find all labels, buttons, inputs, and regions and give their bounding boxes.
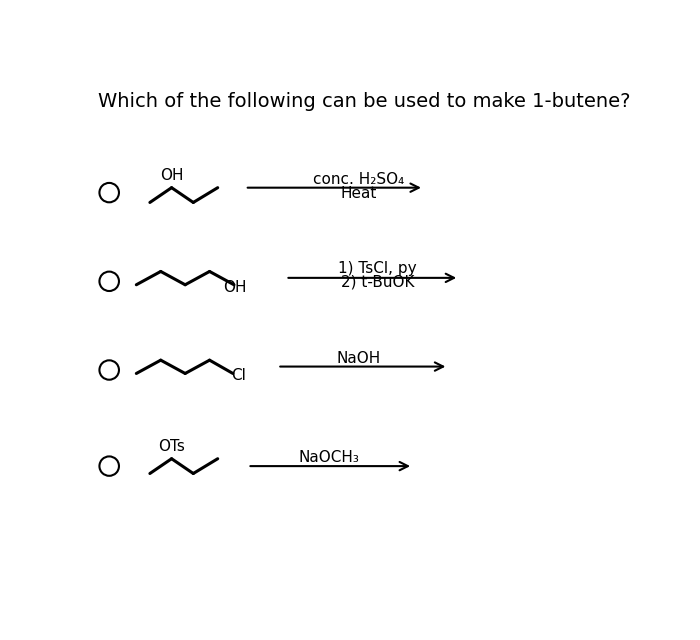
Text: NaOCH₃: NaOCH₃ <box>298 450 359 465</box>
Text: OH: OH <box>223 280 247 295</box>
Text: Cl: Cl <box>231 368 246 383</box>
Text: OH: OH <box>160 168 183 183</box>
Text: conc. H₂SO₄: conc. H₂SO₄ <box>313 172 405 187</box>
Text: NaOH: NaOH <box>337 351 381 366</box>
Text: 1) TsCl, py: 1) TsCl, py <box>338 260 417 275</box>
Text: Heat: Heat <box>341 186 377 200</box>
Text: Which of the following can be used to make 1-butene?: Which of the following can be used to ma… <box>98 92 631 111</box>
Text: OTs: OTs <box>158 439 185 454</box>
Text: 2) t-BuOK: 2) t-BuOK <box>341 275 414 290</box>
